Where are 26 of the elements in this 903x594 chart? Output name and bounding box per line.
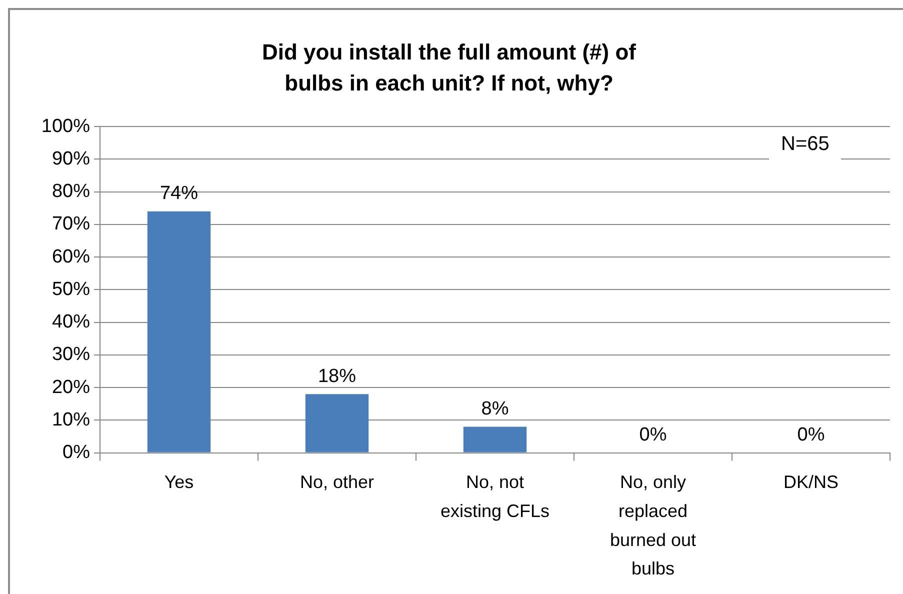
x-tick-label: DK/NS	[783, 472, 839, 492]
bar	[305, 394, 369, 452]
chart-title: Did you install the full amount (#) of bulbs in each unit? If not, why?	[262, 39, 637, 96]
y-tick-label: 40%	[52, 312, 90, 333]
y-tick-label: 80%	[52, 181, 90, 202]
data-label: 0%	[797, 424, 825, 446]
y-tick-label: 90%	[52, 148, 90, 170]
y-tick-label: 100%	[41, 116, 90, 137]
data-label: 18%	[318, 366, 356, 387]
x-tick-label: No, only replaced burned out bulbs	[610, 472, 696, 579]
annotation: N=65	[769, 129, 842, 160]
y-tick-label: 20%	[52, 376, 90, 398]
y-tick-label: 0%	[62, 442, 90, 464]
bar	[147, 211, 211, 452]
x-tick-label: Yes	[164, 472, 194, 492]
data-label: 0%	[639, 424, 667, 446]
y-tick-label: 70%	[52, 214, 90, 235]
data-label: 74%	[160, 183, 198, 204]
data-label: 8%	[481, 398, 509, 420]
y-tick-label: 50%	[52, 278, 90, 300]
bar	[463, 426, 527, 452]
x-tick-label: No, not existing CFLs	[440, 472, 550, 521]
y-tick-label: 10%	[52, 409, 90, 430]
y-tick-label: 60%	[52, 246, 90, 268]
x-tick-label: No, other	[300, 472, 374, 492]
y-tick-label: 30%	[52, 344, 90, 366]
